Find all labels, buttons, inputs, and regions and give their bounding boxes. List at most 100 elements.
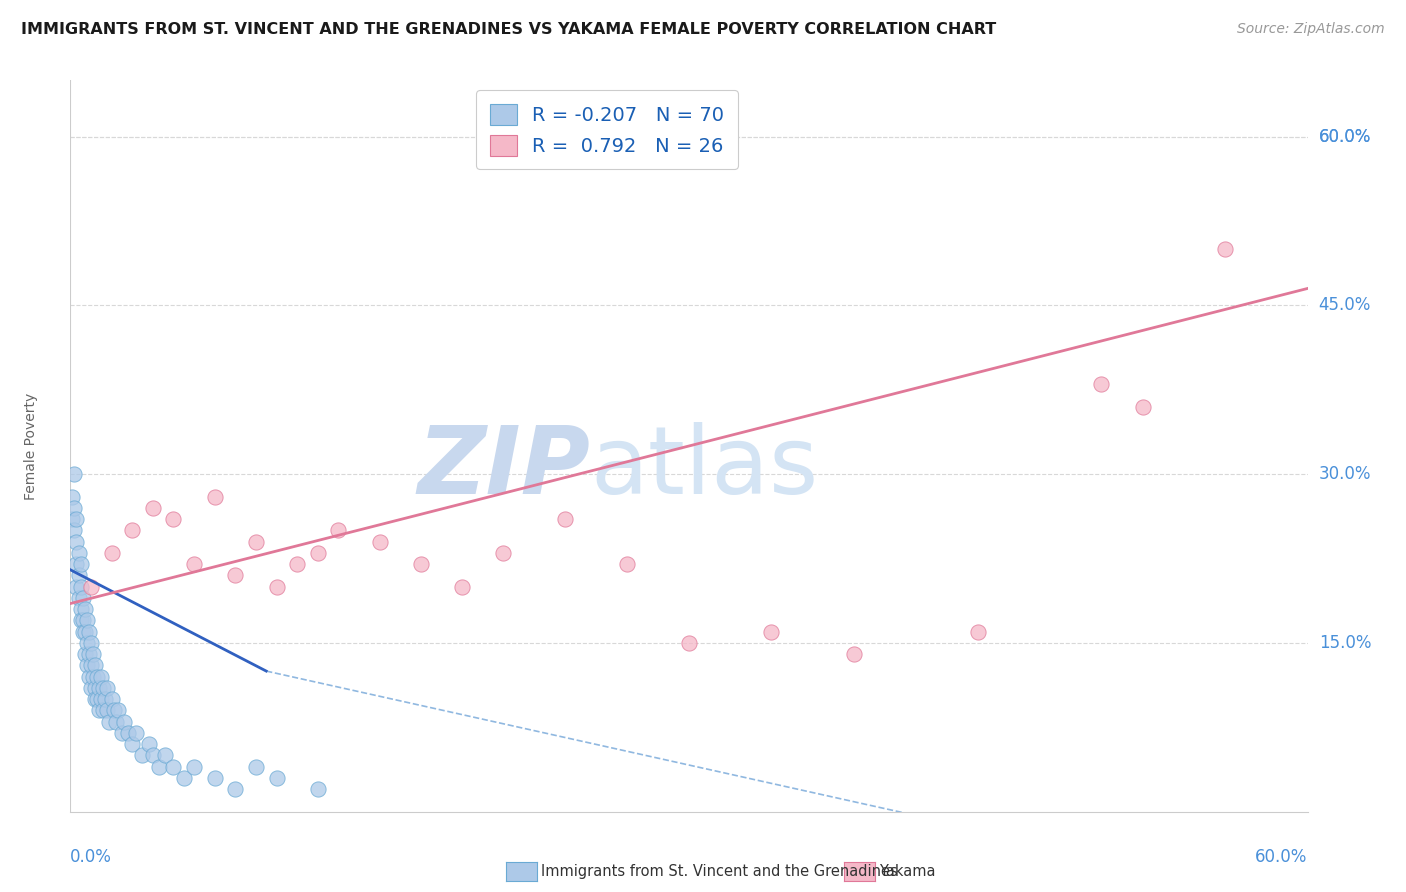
Point	[63, 524, 86, 538]
Point	[121, 737, 143, 751]
Point	[266, 771, 288, 785]
Point	[492, 546, 515, 560]
Point	[183, 760, 205, 774]
Point	[73, 602, 96, 616]
Point	[80, 580, 103, 594]
Point	[76, 614, 98, 628]
Point	[616, 557, 638, 571]
Point	[138, 737, 160, 751]
Point	[90, 692, 112, 706]
Point	[1090, 377, 1112, 392]
Point	[80, 636, 103, 650]
Point	[96, 681, 118, 695]
Point	[86, 670, 108, 684]
Point	[117, 726, 139, 740]
Text: 60.0%: 60.0%	[1256, 848, 1308, 866]
Point	[72, 591, 94, 605]
Point	[91, 703, 114, 717]
Point	[162, 760, 184, 774]
Point	[60, 512, 83, 526]
Text: atlas: atlas	[591, 422, 818, 514]
Point	[162, 512, 184, 526]
Point	[842, 647, 865, 661]
Point	[125, 726, 148, 740]
Point	[245, 534, 267, 549]
Point	[82, 647, 104, 661]
Point	[285, 557, 308, 571]
Point	[69, 602, 91, 616]
Point	[65, 557, 87, 571]
Point	[69, 557, 91, 571]
Text: ZIP: ZIP	[418, 422, 591, 514]
Point	[60, 490, 83, 504]
Text: 0.0%: 0.0%	[70, 848, 112, 866]
Point	[100, 692, 122, 706]
Point	[89, 703, 111, 717]
Point	[121, 524, 143, 538]
Point	[89, 681, 111, 695]
Point	[67, 546, 90, 560]
Text: 30.0%: 30.0%	[1319, 465, 1371, 483]
Point	[451, 580, 474, 594]
Point	[245, 760, 267, 774]
Point	[96, 703, 118, 717]
Text: 15.0%: 15.0%	[1319, 634, 1371, 652]
Point	[112, 714, 135, 729]
Point	[107, 703, 129, 717]
Point	[94, 692, 117, 706]
Point	[80, 681, 103, 695]
Point	[966, 624, 988, 639]
Point	[69, 580, 91, 594]
Point	[173, 771, 195, 785]
Point	[63, 500, 86, 515]
Point	[104, 714, 127, 729]
Point	[77, 624, 100, 639]
Point	[204, 490, 226, 504]
Point	[142, 748, 165, 763]
Point	[91, 681, 114, 695]
Point	[80, 658, 103, 673]
Point	[76, 636, 98, 650]
Legend: R = -0.207   N = 70, R =  0.792   N = 26: R = -0.207 N = 70, R = 0.792 N = 26	[477, 90, 738, 169]
Point	[72, 614, 94, 628]
Point	[224, 568, 246, 582]
Point	[328, 524, 350, 538]
Point	[65, 512, 87, 526]
Point	[307, 782, 329, 797]
Point	[761, 624, 783, 639]
Point	[409, 557, 432, 571]
Point	[73, 647, 96, 661]
Point	[1213, 242, 1236, 256]
Text: Immigrants from St. Vincent and the Grenadines: Immigrants from St. Vincent and the Gren…	[541, 864, 898, 879]
Point	[82, 670, 104, 684]
Point	[131, 748, 153, 763]
Point	[73, 624, 96, 639]
Point	[76, 658, 98, 673]
Point	[368, 534, 391, 549]
Point	[204, 771, 226, 785]
Point	[183, 557, 205, 571]
Point	[69, 614, 91, 628]
Text: IMMIGRANTS FROM ST. VINCENT AND THE GRENADINES VS YAKAMA FEMALE POVERTY CORRELAT: IMMIGRANTS FROM ST. VINCENT AND THE GREN…	[21, 22, 997, 37]
Point	[63, 467, 86, 482]
Point	[148, 760, 170, 774]
Point	[153, 748, 176, 763]
Point	[67, 591, 90, 605]
Point	[98, 714, 121, 729]
Point	[1132, 400, 1154, 414]
Point	[72, 624, 94, 639]
Text: 45.0%: 45.0%	[1319, 296, 1371, 314]
Point	[84, 692, 107, 706]
Point	[266, 580, 288, 594]
Point	[90, 670, 112, 684]
Text: 60.0%: 60.0%	[1319, 128, 1371, 145]
Point	[77, 670, 100, 684]
Point	[103, 703, 125, 717]
Point	[678, 636, 700, 650]
Point	[77, 647, 100, 661]
Text: Source: ZipAtlas.com: Source: ZipAtlas.com	[1237, 22, 1385, 37]
Point	[224, 782, 246, 797]
Point	[84, 681, 107, 695]
Point	[111, 726, 134, 740]
Text: Female Poverty: Female Poverty	[24, 392, 38, 500]
